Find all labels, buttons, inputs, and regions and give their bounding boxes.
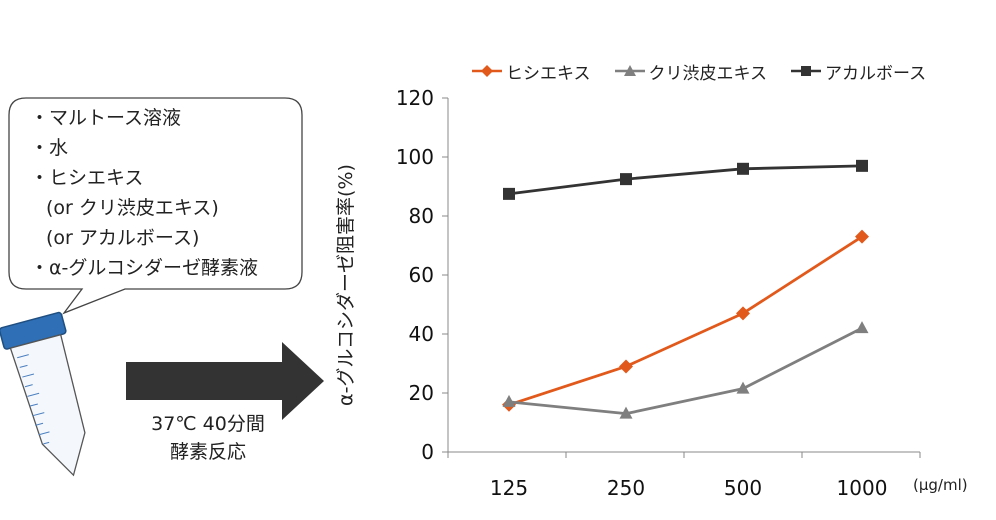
legend-line-square-icon: [791, 66, 821, 76]
data-point-triangle: [502, 394, 516, 407]
data-point-diamond: [619, 359, 633, 374]
x-tick-label: 1000: [837, 476, 888, 500]
legend-label: クリ渋皮エキス: [648, 63, 768, 84]
legend-label: アカルボース: [825, 63, 927, 84]
series-line-0: [508, 235, 863, 407]
x-tick-label: 125: [490, 476, 528, 500]
y-tick-label: 100: [396, 145, 434, 169]
data-point-square: [503, 187, 515, 200]
y-tick-label: 60: [409, 263, 434, 287]
legend-entry-2: アカルボース: [789, 59, 926, 84]
legend-line-diamond-icon: [472, 65, 502, 77]
data-point-triangle: [855, 321, 869, 334]
data-point-diamond: [736, 306, 750, 321]
y-tick-label: 0: [421, 440, 434, 464]
legend-line-triangle-icon: [614, 65, 645, 76]
data-point-square: [856, 159, 868, 172]
data-point-square: [620, 173, 632, 186]
data-point-square: [737, 162, 749, 175]
speech-bubble: [8, 97, 303, 315]
x-tick-label: 250: [607, 476, 645, 500]
bubble-text: ・マルトース溶液 ・水 ・ヒシエキス (or クリ渋皮エキス) (or アカルボ…: [30, 103, 258, 283]
legend-entry-1: クリ渋皮エキス: [613, 59, 768, 84]
y-tick-label: 120: [396, 86, 434, 110]
y-tick-label: 20: [409, 381, 434, 405]
arrow-label: 37℃ 40分間 酵素反応: [128, 410, 288, 466]
test-tube-icon: [0, 311, 86, 477]
series-line-1: [508, 326, 863, 416]
bubble-line: ・ヒシエキス: [30, 167, 144, 189]
data-point-triangle: [619, 406, 633, 419]
bubble-line: ・マルトース溶液: [30, 107, 182, 129]
series-line-2: [508, 164, 863, 196]
legend-label: ヒシエキス: [506, 63, 591, 84]
bubble-line: (or クリ渋皮エキス): [46, 197, 219, 219]
bubble-line: (or アカルボース): [46, 227, 200, 249]
x-tick-label: 500: [724, 476, 762, 500]
chart-legend: ヒシエキス クリ渋皮エキス アカルボース: [470, 58, 948, 84]
data-point-diamond: [855, 229, 869, 244]
legend-entry-0: ヒシエキス: [470, 59, 591, 84]
data-point-triangle: [736, 381, 750, 394]
y-tick-label: 80: [409, 204, 434, 228]
arrow-label-line1: 37℃ 40分間: [151, 413, 265, 435]
x-axis-unit: (μg/ml): [913, 476, 968, 494]
y-tick-label: 40: [409, 322, 434, 346]
arrow-icon: [126, 342, 324, 420]
arrow-label-line2: 酵素反応: [169, 441, 246, 463]
bubble-line: ・α-グルコシダーゼ酵素液: [30, 257, 259, 279]
bubble-line: ・水: [30, 137, 69, 159]
